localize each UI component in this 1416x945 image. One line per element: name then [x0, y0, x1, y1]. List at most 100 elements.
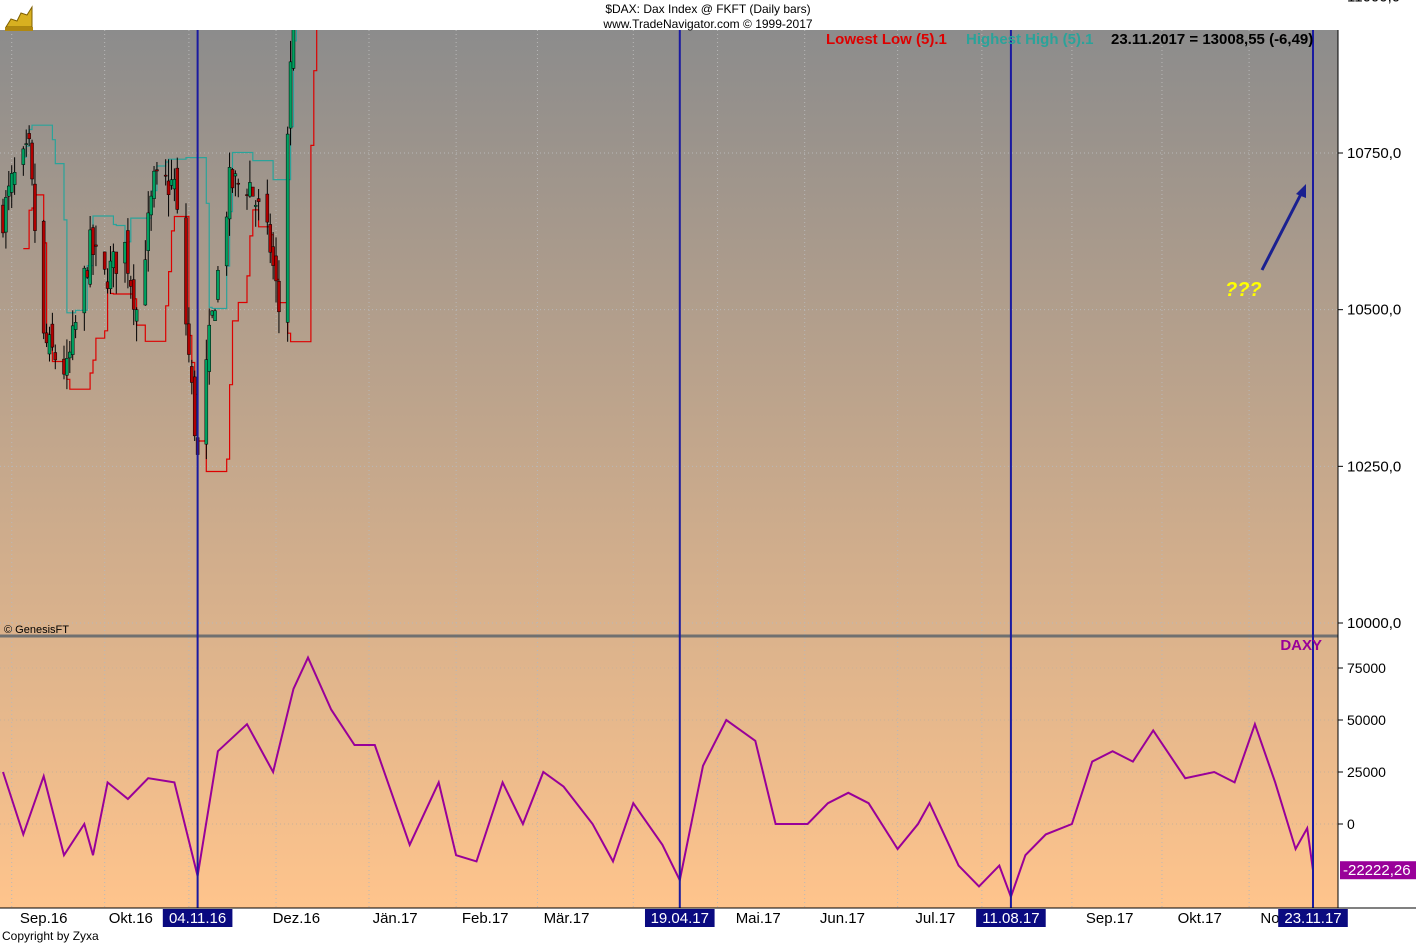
bear-candle [155, 169, 159, 172]
date-highlight-label: 11.08.17 [982, 910, 1039, 927]
bear-candle [102, 251, 107, 270]
bull-candle [146, 212, 150, 251]
date-tick-label: Jul.17 [915, 910, 955, 927]
bear-candle [192, 376, 197, 437]
date-highlight-label: 23.11.17 [1284, 910, 1341, 927]
bear-candle [166, 180, 171, 195]
bear-candle [274, 255, 278, 282]
bull-candle [207, 324, 211, 372]
chart-title: $DAX: Dax Index @ FKFT (Daily bars) [605, 2, 811, 16]
date-highlight-label: 04.11.16 [169, 910, 226, 927]
bull-candle [224, 216, 229, 267]
date-highlight-box [1278, 909, 1348, 927]
bear-candle [131, 279, 136, 310]
annotation-arrow-head [1296, 184, 1306, 198]
bull-candle [134, 309, 139, 322]
bull-candle [123, 242, 127, 264]
bear-candle [245, 194, 249, 196]
date-tick-label: Okt.17 [1178, 910, 1222, 927]
bull-candle [4, 197, 8, 233]
daxy-value-box [1340, 861, 1416, 880]
price-tick-label: 10500,0 [1347, 302, 1401, 319]
date-tick-label: Mai.17 [736, 910, 781, 927]
copyright: Copyright by Zyxa [2, 929, 99, 943]
bull-candle [210, 310, 214, 316]
date-tick-label: Jun.17 [820, 910, 865, 927]
date-tick-label: Jän.17 [373, 910, 418, 927]
bull-candle [285, 133, 290, 323]
price-tick-label: 10250,0 [1347, 458, 1401, 475]
bull-candle [172, 179, 177, 190]
highest-high-line [23, 30, 297, 314]
bear-candle [277, 280, 281, 313]
bear-candle [27, 133, 31, 140]
bear-candle [44, 332, 49, 344]
plot-background [0, 30, 1338, 908]
bull-candle [73, 322, 78, 330]
bear-candle [30, 142, 34, 180]
bull-candle [227, 167, 232, 220]
bear-candle [175, 167, 180, 210]
price-tick-label: 10000,0 [1347, 615, 1401, 632]
bull-candle [21, 148, 26, 165]
indicator-tick-label: 75000 [1347, 660, 1386, 676]
bear-candle [41, 220, 46, 334]
indicator-tick-label: 0 [1347, 816, 1355, 832]
bull-candle [149, 195, 153, 216]
bull-candle [7, 185, 11, 197]
bear-candle [33, 183, 37, 231]
grid-lines [0, 30, 1338, 908]
indicator-tick-label: 50000 [1347, 712, 1386, 728]
date-tick-label: Sep.17 [1086, 910, 1134, 927]
date-tick-label: Sep.16 [20, 910, 68, 927]
bear-candle [91, 227, 95, 255]
daxy-name: DAXY [1280, 637, 1322, 654]
bull-candle [169, 179, 174, 186]
date-highlight-box [162, 909, 233, 927]
bear-candle [53, 352, 58, 361]
bear-candle [265, 193, 270, 223]
bull-candle [233, 173, 238, 177]
bear-candle [187, 323, 191, 355]
date-highlight-box [976, 909, 1046, 927]
bull-candle [24, 143, 28, 145]
indicator-pane [2, 655, 1314, 900]
question-annotation: ??? [1225, 279, 1262, 301]
bear-candle [268, 224, 272, 253]
bull-logo-icon [3, 3, 35, 33]
bull-candle [70, 325, 75, 355]
daxy-line [2, 655, 1314, 900]
source-note: © GenesisFT [4, 624, 69, 636]
price-axis-background [1338, 30, 1416, 908]
bull-candle [152, 170, 156, 199]
bull-candle [47, 334, 52, 355]
bear-candle [50, 323, 55, 348]
bull-candle [12, 172, 17, 185]
bear-candle [1, 204, 5, 234]
legend-quote: 23.11.2017 = 13008,55 (-6,49) [1111, 31, 1314, 48]
date-tick-label: Okt.16 [109, 910, 153, 927]
bear-candle [62, 358, 66, 375]
bear-candle [236, 182, 241, 185]
daxy-value-label: -22222,26 [1343, 862, 1411, 879]
bear-candle [163, 174, 168, 177]
price-tick-label: 10750,0 [1347, 145, 1401, 162]
bull-candle [291, 30, 296, 69]
bear-candle [94, 244, 98, 247]
bull-candle [253, 204, 258, 207]
vertical-markers [196, 30, 1314, 908]
bear-candle [251, 186, 255, 197]
bull-candle [216, 269, 220, 300]
bull-candle [248, 182, 252, 197]
bear-candle [105, 281, 110, 289]
bull-candle [288, 61, 293, 129]
bear-candle [230, 169, 235, 189]
bull-candle [65, 358, 69, 376]
lowest-low-line [23, 30, 318, 473]
date-tick-label: Mär.17 [544, 910, 590, 927]
chart-subtitle: www.TradeNavigator.com © 1999-2017 [603, 17, 813, 31]
bull-candle [82, 267, 87, 314]
legend-highest-high: Highest High (5).1 [966, 31, 1094, 48]
bull-candle [213, 310, 217, 321]
